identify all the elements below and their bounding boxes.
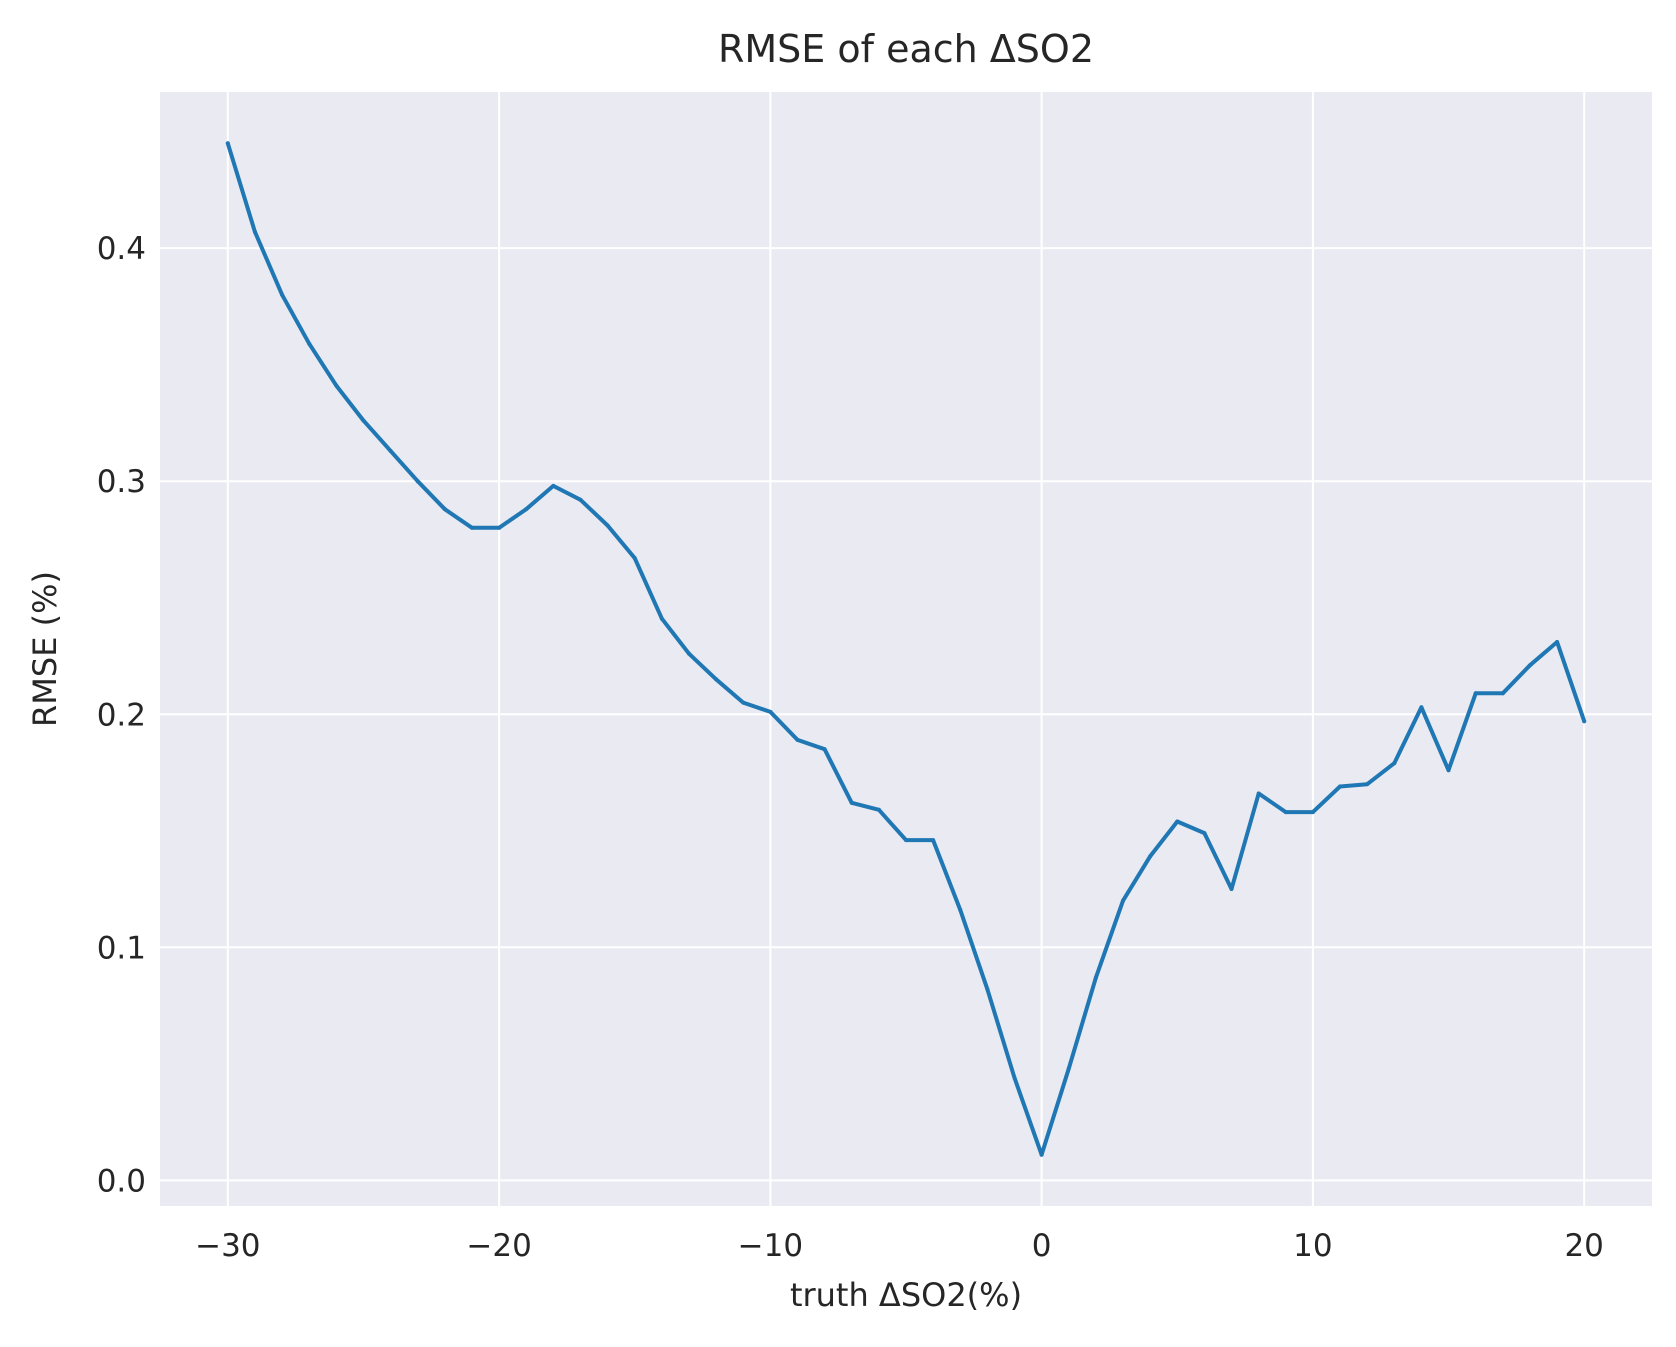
data-point bbox=[1256, 791, 1261, 796]
data-point bbox=[931, 838, 936, 843]
data-point bbox=[1527, 663, 1532, 668]
x-tick-label: 0 bbox=[1032, 1228, 1052, 1264]
data-point bbox=[686, 651, 691, 656]
data-point bbox=[1121, 898, 1126, 903]
data-point bbox=[632, 556, 637, 561]
y-tick-label: 0.2 bbox=[97, 697, 146, 733]
chart-title: RMSE of each ΔSO2 bbox=[718, 27, 1094, 71]
data-point bbox=[1229, 887, 1234, 892]
data-point bbox=[1419, 705, 1424, 710]
data-point bbox=[985, 987, 990, 992]
data-point bbox=[388, 448, 393, 453]
data-point bbox=[551, 483, 556, 488]
grid bbox=[160, 92, 1652, 1206]
x-tick-label: 20 bbox=[1564, 1228, 1603, 1264]
x-axis-label: truth ΔSO2(%) bbox=[790, 1276, 1022, 1314]
data-point bbox=[876, 807, 881, 812]
data-point bbox=[1473, 691, 1478, 696]
data-point bbox=[605, 523, 610, 528]
data-point bbox=[415, 479, 420, 484]
x-tick-label: −10 bbox=[738, 1228, 803, 1264]
data-point bbox=[469, 525, 474, 530]
data-point bbox=[1338, 784, 1343, 789]
data-point bbox=[1500, 691, 1505, 696]
data-point bbox=[768, 709, 773, 714]
data-point bbox=[795, 737, 800, 742]
data-point bbox=[280, 292, 285, 297]
data-point bbox=[1148, 854, 1153, 859]
data-point bbox=[741, 700, 746, 705]
data-point bbox=[361, 418, 366, 423]
data-point bbox=[1310, 810, 1315, 815]
x-tick-label: −30 bbox=[195, 1228, 260, 1264]
data-point bbox=[524, 507, 529, 512]
series-layer bbox=[225, 141, 1587, 1157]
data-point bbox=[714, 677, 719, 682]
y-axis-label: RMSE (%) bbox=[26, 571, 64, 727]
data-point bbox=[1175, 819, 1180, 824]
data-point bbox=[1039, 1152, 1044, 1157]
data-point bbox=[1093, 975, 1098, 980]
data-point bbox=[1365, 782, 1370, 787]
y-tick-label: 0.4 bbox=[97, 231, 146, 267]
data-point bbox=[252, 229, 257, 234]
data-point bbox=[334, 383, 339, 388]
data-point bbox=[1066, 1066, 1071, 1071]
data-point bbox=[849, 800, 854, 805]
data-point bbox=[442, 507, 447, 512]
data-point bbox=[1392, 761, 1397, 766]
tick-labels: −30 −20 −10 0 10 20 0.0 0.1 0.2 0.3 0.4 bbox=[97, 231, 1604, 1264]
data-point bbox=[1582, 719, 1587, 724]
x-tick-label: −20 bbox=[466, 1228, 531, 1264]
data-point bbox=[904, 838, 908, 843]
plot-area bbox=[160, 92, 1652, 1206]
data-point bbox=[307, 341, 312, 346]
y-tick-label: 0.0 bbox=[97, 1163, 146, 1199]
data-point bbox=[958, 908, 963, 913]
data-point bbox=[1555, 640, 1560, 645]
data-point bbox=[225, 141, 230, 146]
data-point bbox=[1012, 1075, 1017, 1080]
data-point bbox=[1446, 768, 1451, 773]
data-point bbox=[822, 747, 827, 752]
data-point bbox=[578, 497, 583, 502]
data-point bbox=[497, 525, 502, 530]
data-point bbox=[1202, 831, 1207, 836]
x-tick-label: 10 bbox=[1293, 1228, 1332, 1264]
data-point bbox=[659, 616, 664, 621]
y-tick-label: 0.3 bbox=[97, 464, 146, 500]
data-point bbox=[1283, 810, 1288, 815]
y-tick-label: 0.1 bbox=[97, 930, 146, 966]
